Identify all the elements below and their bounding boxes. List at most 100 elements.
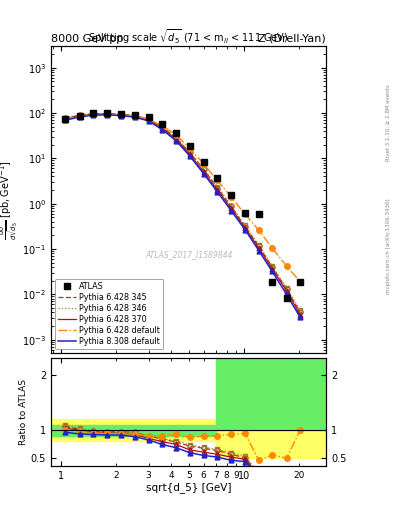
Pythia 6.428 370 (105, 111, 110, 117)
Pythia 6.428 370 (77, 113, 82, 119)
Pythia 8.308 default (215, 189, 220, 195)
Pythia 6.428 345 (91, 111, 96, 117)
Line: Pythia 6.428 370: Pythia 6.428 370 (65, 114, 300, 315)
Pythia 8.308 default (229, 208, 233, 214)
Pythia 6.428 346 (215, 184, 220, 190)
Pythia 8.308 default (298, 314, 303, 321)
Text: ATLAS_2017_I1589844: ATLAS_2017_I1589844 (145, 250, 232, 260)
Pythia 6.428 345 (146, 116, 151, 122)
ATLAS (257, 211, 261, 218)
Pythia 8.308 default (160, 126, 165, 133)
Pythia 6.428 345 (298, 309, 303, 315)
Pythia 8.308 default (174, 138, 178, 144)
Y-axis label: $\frac{d\sigma}{d\sqrt{d_5}}\ \mathrm{[pb,GeV^{-1}]}$: $\frac{d\sigma}{d\sqrt{d_5}}\ \mathrm{[p… (0, 160, 21, 240)
Pythia 6.428 default (160, 123, 165, 129)
Pythia 6.428 default (187, 145, 192, 152)
Pythia 6.428 345 (257, 243, 261, 249)
Pythia 6.428 345 (77, 112, 82, 118)
Pythia 8.308 default (132, 114, 137, 120)
Y-axis label: Ratio to ATLAS: Ratio to ATLAS (19, 379, 28, 445)
Pythia 6.428 370 (63, 116, 68, 122)
ATLAS (215, 176, 220, 182)
Pythia 6.428 default (146, 116, 151, 122)
Pythia 6.428 default (229, 194, 233, 200)
Pythia 8.308 default (91, 112, 96, 118)
Pythia 6.428 default (91, 112, 96, 118)
Pythia 8.308 default (187, 153, 192, 159)
Pythia 6.428 345 (243, 224, 248, 230)
Pythia 6.428 370 (119, 112, 123, 118)
Pythia 6.428 default (174, 132, 178, 138)
Text: mcplots.cern.ch [arXiv:1306.3436]: mcplots.cern.ch [arXiv:1306.3436] (386, 198, 391, 293)
X-axis label: sqrt{d_5} [GeV]: sqrt{d_5} [GeV] (146, 482, 231, 493)
Text: 8000 GeV pp: 8000 GeV pp (51, 33, 123, 44)
Pythia 6.428 346 (146, 116, 151, 122)
Pythia 6.428 370 (91, 111, 96, 117)
Pythia 6.428 345 (270, 264, 275, 270)
Pythia 8.308 default (77, 114, 82, 120)
ATLAS (284, 294, 289, 301)
Pythia 6.428 default (298, 279, 303, 285)
Pythia 6.428 346 (187, 149, 192, 155)
ATLAS (63, 116, 68, 122)
Pythia 6.428 370 (201, 168, 206, 175)
Pythia 6.428 370 (270, 266, 275, 272)
Pythia 6.428 default (215, 177, 220, 183)
Pythia 6.428 default (257, 227, 261, 233)
Pythia 6.428 346 (257, 242, 261, 248)
Line: Pythia 8.308 default: Pythia 8.308 default (65, 115, 300, 317)
Pythia 6.428 345 (160, 124, 165, 130)
Pythia 6.428 346 (284, 285, 289, 291)
ATLAS (77, 113, 82, 119)
Pythia 6.428 345 (201, 166, 206, 173)
Pythia 8.308 default (119, 113, 123, 119)
ATLAS (298, 279, 303, 285)
Pythia 6.428 345 (132, 113, 137, 119)
Pythia 6.428 default (243, 211, 248, 218)
Pythia 6.428 default (132, 113, 137, 119)
ATLAS (119, 111, 123, 117)
Pythia 8.308 default (146, 118, 151, 124)
Pythia 6.428 default (270, 245, 275, 251)
Legend: ATLAS, Pythia 6.428 345, Pythia 6.428 346, Pythia 6.428 370, Pythia 6.428 defaul: ATLAS, Pythia 6.428 345, Pythia 6.428 34… (55, 279, 163, 349)
Pythia 6.428 346 (298, 307, 303, 313)
Pythia 6.428 345 (284, 286, 289, 292)
ATLAS (105, 110, 110, 116)
Pythia 6.428 370 (146, 117, 151, 123)
ATLAS (229, 192, 233, 198)
Pythia 6.428 346 (174, 134, 178, 140)
Pythia 6.428 370 (132, 113, 137, 119)
Pythia 6.428 370 (284, 288, 289, 294)
ATLAS (91, 111, 96, 117)
Pythia 8.308 default (105, 112, 110, 118)
Line: Pythia 6.428 346: Pythia 6.428 346 (65, 114, 300, 310)
ATLAS (174, 130, 178, 136)
Pythia 8.308 default (284, 291, 289, 297)
ATLAS (270, 279, 275, 285)
Title: Splitting scale $\sqrt{d_5}$ (71 < m$_{ll}$ < 111 GeV): Splitting scale $\sqrt{d_5}$ (71 < m$_{l… (88, 27, 289, 46)
Pythia 6.428 345 (215, 185, 220, 191)
ATLAS (132, 112, 137, 118)
Text: Z (Drell-Yan): Z (Drell-Yan) (259, 33, 326, 44)
Pythia 8.308 default (63, 117, 68, 123)
ATLAS (243, 210, 248, 216)
Pythia 6.428 346 (119, 111, 123, 117)
Pythia 6.428 345 (174, 135, 178, 141)
Pythia 6.428 346 (201, 166, 206, 172)
Pythia 6.428 default (77, 113, 82, 119)
Pythia 6.428 370 (174, 136, 178, 142)
Line: Pythia 6.428 345: Pythia 6.428 345 (65, 114, 300, 312)
Pythia 6.428 346 (160, 124, 165, 130)
Pythia 6.428 370 (243, 225, 248, 231)
Pythia 6.428 346 (270, 263, 275, 269)
Pythia 6.428 370 (298, 312, 303, 318)
Pythia 6.428 default (201, 161, 206, 167)
Pythia 8.308 default (270, 268, 275, 274)
Pythia 8.308 default (257, 248, 261, 254)
Pythia 6.428 370 (160, 125, 165, 132)
Line: Pythia 6.428 default: Pythia 6.428 default (65, 114, 300, 282)
Pythia 6.428 346 (63, 115, 68, 121)
Pythia 6.428 345 (105, 111, 110, 117)
Pythia 6.428 345 (229, 203, 233, 209)
Pythia 8.308 default (201, 170, 206, 177)
